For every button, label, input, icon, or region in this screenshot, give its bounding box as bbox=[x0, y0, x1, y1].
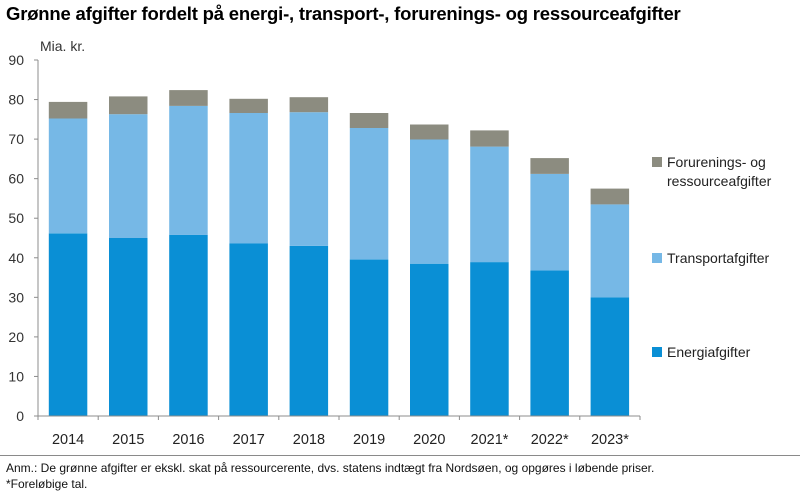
x-tick-label: 2015 bbox=[112, 432, 144, 448]
bar-2019-series-2 bbox=[349, 113, 389, 128]
bar-2023-series-0 bbox=[590, 297, 630, 416]
bar-2021-series-0 bbox=[470, 262, 509, 416]
y-tick-label: 90 bbox=[8, 52, 24, 68]
footnote-preliminary: *Foreløbige tal. bbox=[6, 477, 88, 491]
legend-swatch bbox=[652, 347, 662, 357]
bar-2022-series-0 bbox=[530, 270, 569, 416]
bar-2020-series-1 bbox=[410, 139, 449, 264]
y-tick-label: 80 bbox=[8, 92, 24, 108]
stacked-bar-chart: 0 10 20 30 40 50 60 70 80 90 2014 2015 2016 2017 2018… bbox=[8, 52, 641, 448]
bar-2014-series-2 bbox=[48, 101, 88, 119]
x-tick-label: 2021* bbox=[471, 432, 509, 448]
x-tick-label: 2023* bbox=[591, 432, 629, 448]
bar-2014-series-0 bbox=[48, 233, 88, 416]
legend-label: Transportafgifter bbox=[667, 250, 770, 266]
legend-label: Energiafgifter bbox=[667, 344, 751, 360]
bar-2018-series-2 bbox=[289, 97, 329, 113]
bar-2022-series-1 bbox=[530, 173, 569, 271]
bar-2019-series-0 bbox=[349, 259, 389, 416]
bar-2019-series-1 bbox=[349, 128, 389, 260]
y-tick-label: 70 bbox=[8, 131, 24, 147]
y-tick-label: 30 bbox=[8, 289, 24, 305]
bar-2018-series-0 bbox=[289, 245, 329, 416]
bar-2023-series-1 bbox=[590, 204, 630, 298]
x-tick-label: 2018 bbox=[293, 432, 325, 448]
bar-2021-series-2 bbox=[470, 130, 509, 147]
x-tick-label: 2017 bbox=[233, 432, 265, 448]
x-axis: 2014 2015 2016 2017 2018 2019 2020 2021* 2022* 20… bbox=[37, 415, 641, 448]
x-tick-label: 2022* bbox=[531, 432, 569, 448]
chart-title: Grønne afgifter fordelt på energi-, tran… bbox=[6, 3, 681, 24]
y-tick-label: 20 bbox=[8, 329, 24, 345]
footnote-annotation: Anm.: De grønne afgifter er ekskl. skat … bbox=[6, 461, 655, 475]
bar-2016-series-0 bbox=[169, 234, 208, 416]
y-tick-label: 60 bbox=[8, 171, 24, 187]
y-tick-label: 50 bbox=[8, 210, 24, 226]
bar-2017-series-2 bbox=[229, 98, 268, 113]
bar-2017-series-1 bbox=[229, 113, 268, 244]
bar-2022-series-2 bbox=[530, 158, 569, 174]
footer-divider bbox=[0, 455, 800, 456]
bar-2016-series-2 bbox=[169, 90, 208, 106]
bar-2023-series-2 bbox=[590, 188, 630, 205]
bar-2015-series-0 bbox=[109, 238, 148, 416]
bar-2017-series-0 bbox=[229, 243, 268, 416]
bar-2016-series-1 bbox=[169, 105, 208, 235]
bar-2014-series-1 bbox=[48, 118, 88, 234]
x-tick-label: 2020 bbox=[413, 432, 445, 448]
bar-2015-series-1 bbox=[109, 114, 148, 238]
x-tick-label: 2019 bbox=[353, 432, 385, 448]
y-tick-label: 40 bbox=[8, 250, 24, 266]
y-tick-label: 10 bbox=[8, 368, 24, 384]
legend-swatch bbox=[652, 253, 662, 263]
bar-2020-series-2 bbox=[410, 124, 449, 140]
x-tick-label: 2014 bbox=[52, 432, 84, 448]
bar-2021-series-1 bbox=[470, 146, 509, 263]
legend-label: Forurenings- og ressourceafgifter bbox=[667, 154, 772, 189]
bar-2018-series-1 bbox=[289, 112, 329, 246]
bars-group bbox=[48, 90, 630, 416]
y-tick-label: 0 bbox=[16, 408, 24, 424]
y-axis: 0 10 20 30 40 50 60 70 80 90 bbox=[8, 52, 39, 424]
bar-2020-series-0 bbox=[410, 263, 449, 416]
x-tick-label: 2016 bbox=[172, 432, 204, 448]
y-axis-unit-label: Mia. kr. bbox=[40, 38, 86, 54]
legend-swatch bbox=[652, 157, 662, 167]
bar-2015-series-2 bbox=[109, 96, 148, 115]
